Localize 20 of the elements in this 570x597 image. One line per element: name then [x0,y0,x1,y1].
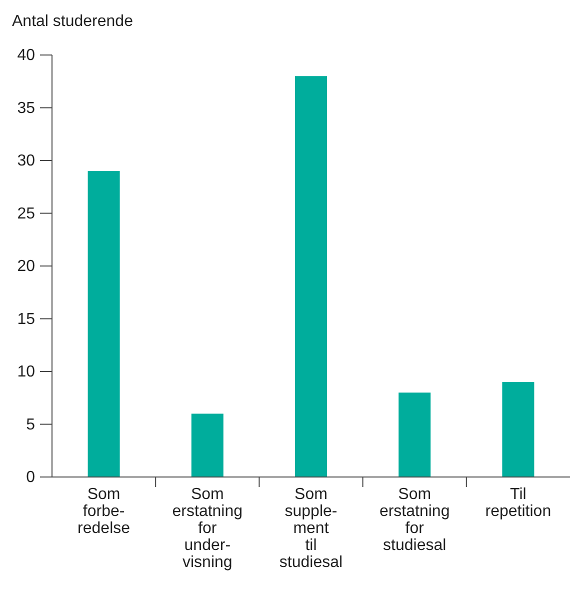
y-tick-label: 10 [17,364,36,381]
bar [88,171,120,477]
x-tick-label: Som forbe- redelse [78,486,130,537]
y-axis-title: Antal studerende [12,13,134,30]
bar [191,414,224,477]
x-tick-label: Som supple- ment til studiesal [279,486,343,571]
y-tick-label: 30 [17,152,36,170]
y-tick-label: 5 [26,416,36,434]
bar [502,382,534,477]
y-tick-label: 0 [26,469,36,486]
x-tick-label: Til repetition [485,486,552,520]
y-tick-label: 35 [17,100,36,117]
x-tick-label: Som erstatning for under- visning [172,486,243,571]
bar [295,76,327,477]
y-tick-label: 40 [17,47,36,64]
x-tick-label: Som erstatning for studiesal [379,486,450,554]
y-tick-label: 25 [17,205,36,222]
y-tick-label: 15 [17,310,36,328]
bar [398,392,431,477]
y-tick-label: 20 [17,258,36,276]
